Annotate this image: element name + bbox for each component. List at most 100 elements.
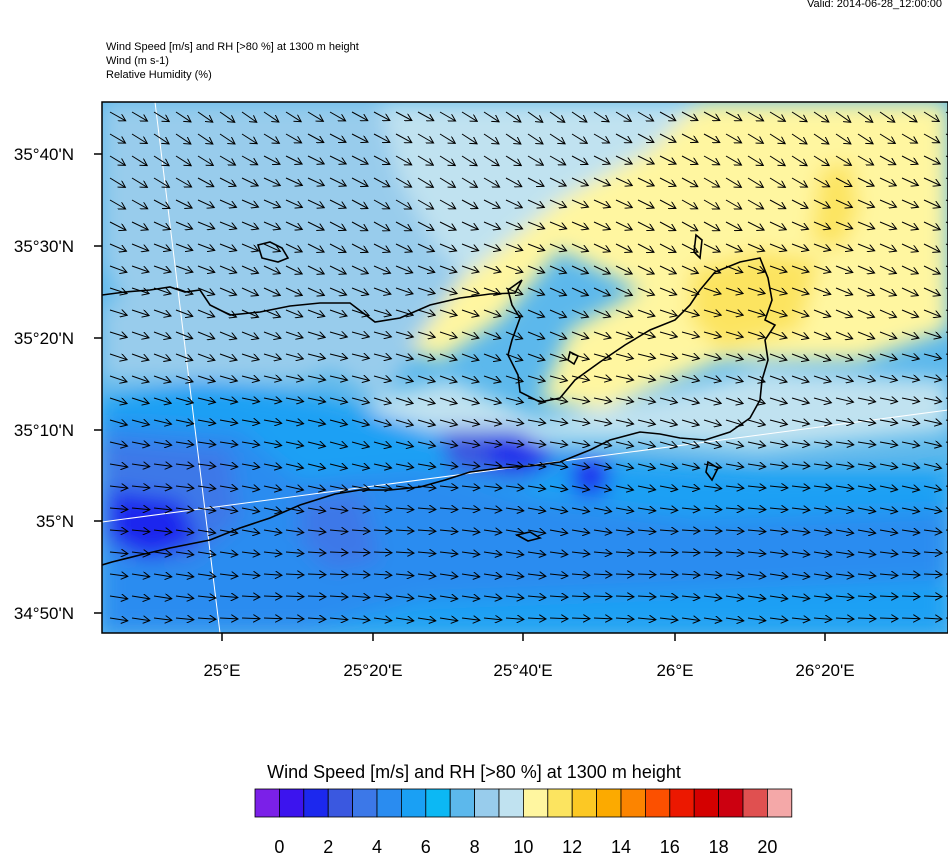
wind-arrow bbox=[175, 552, 194, 555]
wind-arrow bbox=[307, 398, 326, 402]
wind-arrow bbox=[197, 331, 215, 339]
wind-arrow bbox=[901, 221, 918, 229]
wind-arrow bbox=[857, 331, 875, 339]
wind-arrow bbox=[549, 508, 568, 512]
wind-arrow bbox=[813, 331, 831, 339]
wind-arrow bbox=[549, 177, 566, 186]
wind-arrow bbox=[351, 199, 368, 209]
wind-arrow bbox=[637, 376, 656, 380]
wind-arrow bbox=[263, 155, 280, 164]
wind-arrow bbox=[879, 331, 897, 339]
wind-arrow bbox=[923, 177, 940, 186]
wind-arrow bbox=[857, 287, 875, 295]
wind-arrow bbox=[901, 574, 920, 575]
wind-arrow bbox=[703, 618, 722, 621]
wind-arrow bbox=[417, 552, 436, 554]
wind-arrow bbox=[197, 111, 213, 122]
wind-arrow bbox=[571, 331, 589, 338]
wind-arrow bbox=[285, 133, 302, 143]
wind-arrow bbox=[329, 376, 348, 380]
wind-arrow bbox=[769, 309, 787, 316]
wind-arrow bbox=[307, 420, 326, 424]
wind-arrow bbox=[263, 508, 282, 512]
wind-arrow bbox=[175, 574, 194, 577]
wind-arrow bbox=[637, 221, 654, 230]
colorbar-label: 20 bbox=[757, 837, 777, 854]
wind-arrow bbox=[241, 243, 259, 251]
wind-arrow bbox=[527, 596, 546, 598]
wind-arrow bbox=[505, 155, 521, 166]
wind-arrow bbox=[681, 133, 698, 142]
wind-arrow bbox=[527, 508, 546, 511]
wind-arrow bbox=[439, 265, 457, 272]
wind-arrow bbox=[791, 508, 810, 510]
wind-arrow bbox=[505, 309, 523, 317]
wind-arrow bbox=[285, 486, 304, 490]
wind-arrow bbox=[857, 221, 875, 229]
wind-arrow bbox=[747, 221, 764, 230]
wind-arrow bbox=[747, 155, 763, 166]
wind-arrow bbox=[373, 464, 392, 468]
wind-arrow bbox=[285, 618, 304, 619]
wind-arrow bbox=[263, 221, 281, 229]
wind-arrow bbox=[659, 155, 676, 164]
wind-arrow bbox=[769, 442, 788, 445]
wind-arrow bbox=[439, 177, 455, 187]
wind-arrow bbox=[593, 199, 611, 207]
wind-arrow bbox=[439, 375, 457, 382]
wind-arrow bbox=[395, 332, 413, 337]
wind-arrow bbox=[263, 574, 282, 575]
wind-arrow bbox=[197, 287, 215, 295]
colorbar-swatch bbox=[352, 788, 378, 818]
wind-arrow bbox=[351, 155, 368, 164]
wind-arrow bbox=[615, 243, 632, 252]
wind-arrow bbox=[769, 133, 785, 144]
wind-arrow bbox=[835, 420, 854, 423]
wind-arrow bbox=[483, 133, 499, 144]
wind-arrow bbox=[461, 177, 477, 187]
wind-arrow bbox=[461, 155, 477, 166]
rh-units-label: Relative Humidity (%) bbox=[106, 69, 212, 81]
wind-arrow bbox=[813, 398, 831, 403]
wind-arrow bbox=[417, 420, 435, 425]
wind-arrow bbox=[527, 133, 543, 144]
wind-arrow bbox=[241, 464, 260, 467]
wind-arrow bbox=[505, 398, 523, 403]
wind-arrow bbox=[109, 420, 127, 425]
wind-arrow bbox=[593, 574, 612, 575]
wind-arrow bbox=[439, 309, 457, 316]
wind-arrow bbox=[593, 243, 610, 252]
wind-arrow bbox=[329, 221, 346, 230]
wind-arrow bbox=[241, 265, 259, 273]
wind-arrow bbox=[417, 133, 434, 143]
wind-arrow bbox=[109, 486, 128, 488]
colorbar-label: 0 bbox=[274, 837, 284, 854]
wind-arrow bbox=[109, 397, 127, 404]
wind-arrow bbox=[901, 508, 920, 512]
wind-arrow bbox=[549, 420, 568, 423]
wind-arrow bbox=[351, 243, 368, 252]
wind-arrow bbox=[879, 353, 897, 360]
wind-arrow bbox=[461, 596, 480, 599]
wind-arrow bbox=[681, 618, 700, 621]
wind-arrow bbox=[285, 508, 304, 512]
wind-arrow bbox=[109, 155, 125, 165]
wind-arrow bbox=[285, 552, 304, 554]
wind-arrow bbox=[637, 287, 655, 295]
wind-arrow bbox=[461, 265, 479, 272]
wind-arrow bbox=[901, 618, 920, 619]
wind-arrow bbox=[307, 508, 326, 511]
wind-arrow bbox=[263, 618, 282, 619]
wind-arrow bbox=[769, 398, 787, 403]
wind-arrow bbox=[571, 155, 588, 164]
wind-arrow bbox=[769, 353, 787, 360]
wind-arrow bbox=[593, 221, 610, 229]
wind-arrow bbox=[703, 287, 721, 294]
wind-arrow bbox=[351, 287, 369, 295]
wind-arrow bbox=[175, 596, 194, 598]
wind-arrow bbox=[373, 221, 390, 231]
wind-arrow bbox=[241, 376, 259, 381]
wind-arrow bbox=[725, 552, 744, 553]
wind-arrow bbox=[681, 596, 700, 598]
wind-arrow bbox=[329, 199, 346, 208]
